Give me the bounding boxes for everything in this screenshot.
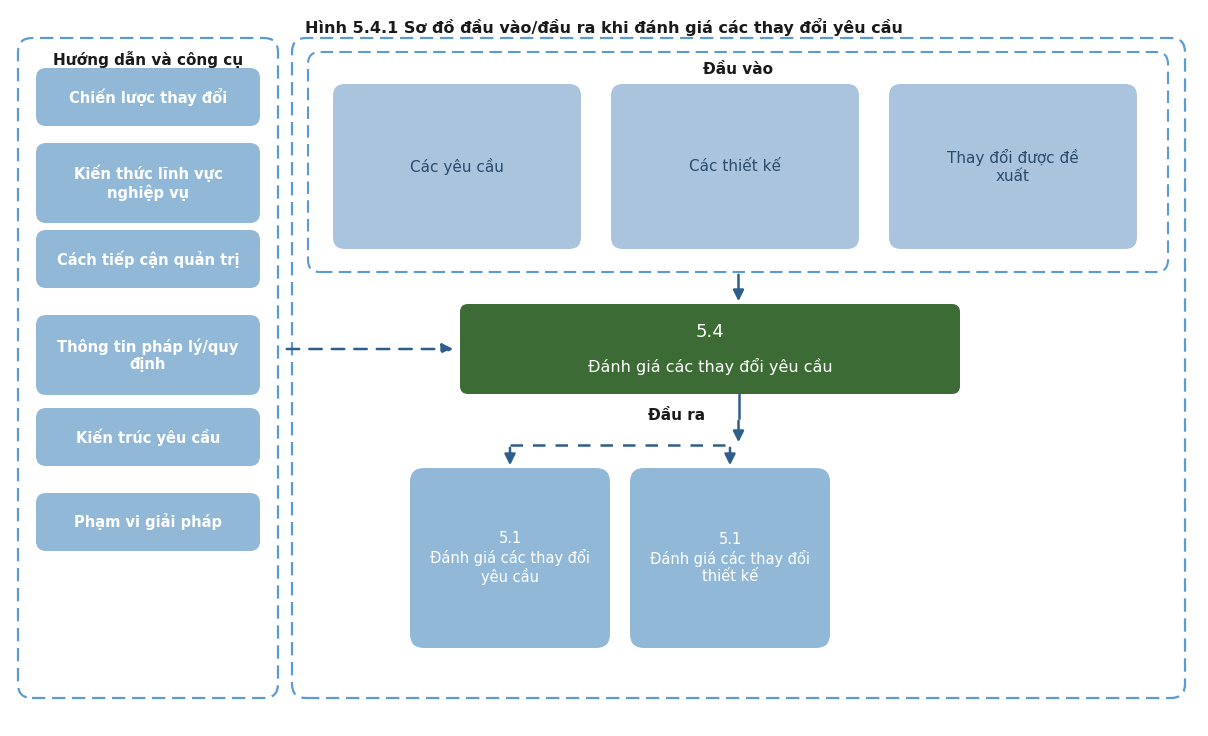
Text: Chiến lược thay đổi: Chiến lược thay đổi xyxy=(69,88,227,106)
Text: Phạm vi giải pháp: Phạm vi giải pháp xyxy=(74,514,222,531)
Text: Đầu ra: Đầu ra xyxy=(647,408,705,422)
FancyBboxPatch shape xyxy=(631,468,830,648)
FancyBboxPatch shape xyxy=(889,84,1137,249)
FancyBboxPatch shape xyxy=(36,493,260,551)
FancyBboxPatch shape xyxy=(333,84,581,249)
Text: Thông tin pháp lý/quy
định: Thông tin pháp lý/quy định xyxy=(57,338,239,372)
Text: Kiến thức lĩnh vực
nghiệp vụ: Kiến thức lĩnh vực nghiệp vụ xyxy=(74,165,222,202)
Text: Đánh giá các thay đổi yêu cầu: Đánh giá các thay đổi yêu cầu xyxy=(587,358,832,375)
Text: 5.4: 5.4 xyxy=(696,323,725,341)
FancyBboxPatch shape xyxy=(460,304,960,394)
FancyBboxPatch shape xyxy=(36,315,260,395)
Text: Cách tiếp cận quản trị: Cách tiếp cận quản trị xyxy=(57,250,239,268)
FancyBboxPatch shape xyxy=(410,468,610,648)
FancyBboxPatch shape xyxy=(36,68,260,126)
Text: Thay đổi được đề
xuất: Thay đổi được đề xuất xyxy=(947,149,1079,184)
FancyBboxPatch shape xyxy=(36,408,260,466)
Text: Đầu vào: Đầu vào xyxy=(703,63,773,77)
Text: 5.1
Đánh giá các thay đổi
thiết kế: 5.1 Đánh giá các thay đổi thiết kế xyxy=(650,532,811,584)
FancyBboxPatch shape xyxy=(36,230,260,288)
Text: Kiến trúc yêu cầu: Kiến trúc yêu cầu xyxy=(76,428,220,446)
Text: Hướng dẫn và công cụ: Hướng dẫn và công cụ xyxy=(53,52,243,68)
Text: Các thiết kế: Các thiết kế xyxy=(689,159,782,174)
Text: Các yêu cầu: Các yêu cầu xyxy=(410,158,504,175)
FancyBboxPatch shape xyxy=(611,84,859,249)
Text: Hình 5.4.1 Sơ đồ đầu vào/đầu ra khi đánh giá các thay đổi yêu cầu: Hình 5.4.1 Sơ đồ đầu vào/đầu ra khi đánh… xyxy=(306,18,902,36)
FancyBboxPatch shape xyxy=(36,143,260,223)
Text: 5.1
Đánh giá các thay đổi
yêu cầu: 5.1 Đánh giá các thay đổi yêu cầu xyxy=(430,531,590,585)
